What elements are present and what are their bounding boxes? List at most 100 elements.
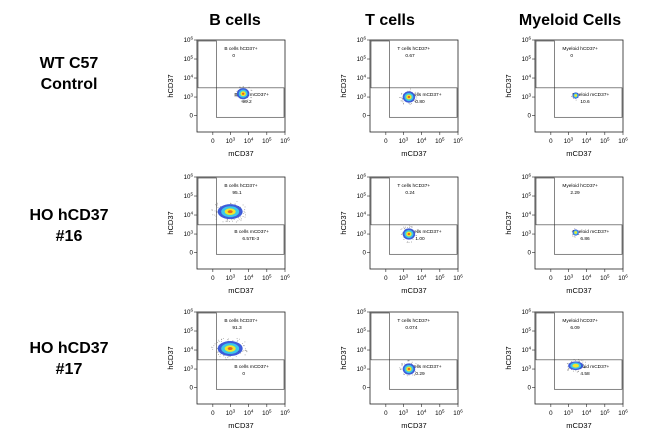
event-dot — [584, 365, 585, 367]
event-dot — [567, 368, 569, 370]
event-dot — [414, 101, 416, 103]
gate-value-hcd37: 95.1 — [232, 190, 242, 196]
event-dot — [414, 374, 416, 375]
event-dot — [582, 362, 584, 364]
plot-frame — [534, 39, 624, 133]
gate-hcd37-positive — [197, 40, 217, 89]
event-dot — [401, 228, 403, 230]
gate-mcd37-positive — [554, 87, 623, 118]
facs-plot: 0 103 104 105 106 0 103 104 105 106 mCD37 hCD37 Myel… — [504, 173, 628, 296]
event-dot — [244, 354, 246, 356]
event-dot — [408, 103, 410, 105]
event-dot — [234, 203, 236, 205]
gate-hcd37-positive — [197, 177, 217, 226]
y-tick-label: 0 — [528, 384, 532, 391]
y-tick-label: 0 — [190, 112, 194, 119]
event-dot — [244, 206, 246, 208]
y-tick-label: 104 — [357, 74, 367, 83]
x-tick-label: 106 — [618, 409, 628, 418]
event-dot — [573, 359, 575, 360]
event-dot — [240, 216, 242, 218]
gate-label-mcd37: Myeloid mCD37+ — [572, 229, 609, 235]
event-dot — [216, 211, 218, 213]
x-axis-label: mCD37 — [228, 421, 253, 430]
gate-value-hcd37: 0 — [570, 53, 573, 59]
gate-hcd37-positive — [370, 40, 390, 89]
x-axis-label: mCD37 — [401, 421, 426, 430]
event-dot — [241, 100, 243, 102]
event-dot — [226, 220, 228, 222]
event-dot — [232, 358, 234, 360]
gate-hcd37-positive — [370, 312, 390, 361]
event-dot — [240, 220, 242, 222]
event-dot — [572, 233, 573, 235]
event-dot — [220, 353, 222, 355]
density-layer-peak — [227, 347, 233, 351]
plot-frame — [196, 311, 286, 405]
facs-plot: 0 103 104 105 106 0 103 104 105 106 mCD37 hCD37 T ce… — [339, 308, 463, 431]
y-tick-label: 106 — [522, 36, 532, 45]
x-tick-label: 105 — [262, 137, 272, 146]
event-dot — [415, 363, 417, 364]
x-tick-label: 105 — [435, 274, 445, 283]
event-dot — [415, 98, 417, 100]
event-dot — [244, 216, 246, 218]
gate-value-mcd37: 10.6 — [580, 99, 590, 105]
event-dot — [215, 204, 217, 206]
x-axis-label: mCD37 — [228, 286, 253, 295]
event-dot — [567, 362, 569, 364]
event-dot — [240, 352, 242, 354]
y-tick-label: 103 — [357, 230, 367, 239]
event-dot — [399, 367, 401, 369]
density-layer-high — [574, 94, 578, 97]
y-axis-label: hCD37 — [339, 74, 348, 97]
event-dot — [566, 363, 568, 365]
column-header-b-cells: B cells — [209, 12, 261, 29]
y-tick-label: 106 — [357, 36, 367, 45]
event-dot — [579, 361, 580, 363]
event-dot — [212, 349, 214, 350]
gate-mcd37-positive — [554, 359, 623, 390]
event-dot — [402, 364, 404, 366]
event-dot — [240, 218, 242, 220]
x-tick-label: 106 — [618, 274, 628, 283]
event-dot — [237, 220, 239, 222]
gate-value-mcd37: 1.00 — [415, 236, 425, 242]
event-dot — [239, 218, 241, 220]
event-dot — [236, 96, 238, 98]
x-tick-label: 106 — [280, 409, 290, 418]
event-dot — [246, 351, 248, 353]
gate-hcd37-positive — [535, 312, 555, 361]
event-dot — [414, 91, 416, 93]
event-dot — [573, 236, 575, 238]
event-dot — [416, 235, 418, 236]
row-header-ho-hcd37-16: HO hCD37 #16 — [10, 205, 128, 247]
facs-plot: 0 103 104 105 106 0 103 104 105 106 mCD37 hCD37 T ce… — [339, 173, 463, 296]
event-dot — [575, 99, 577, 101]
y-tick-label: 0 — [528, 112, 532, 119]
gate-label-hcd37: B cells hCD37+ — [224, 183, 257, 189]
event-dot — [407, 241, 409, 243]
event-dot — [236, 200, 238, 202]
y-tick-label: 106 — [184, 36, 194, 45]
event-dot — [236, 340, 238, 342]
x-axis-label: mCD37 — [566, 149, 591, 158]
event-dot — [410, 363, 412, 364]
x-axis-label: mCD37 — [566, 286, 591, 295]
x-axis-label: mCD37 — [401, 149, 426, 158]
event-dot — [402, 98, 403, 100]
event-dot — [243, 101, 245, 103]
event-dot — [575, 370, 577, 372]
y-tick-label: 104 — [522, 346, 532, 355]
x-tick-label: 103 — [399, 137, 409, 146]
event-dot — [241, 350, 243, 352]
event-dot — [232, 220, 233, 222]
y-tick-label: 105 — [184, 55, 194, 64]
gate-value-mcd37: 0.80 — [415, 99, 425, 105]
density-layer-high — [572, 363, 579, 368]
density-layer-peak — [227, 210, 233, 214]
event-dot — [567, 369, 569, 371]
y-tick-label: 0 — [363, 249, 367, 256]
facs-plot: 0 103 104 105 106 0 103 104 105 106 mCD37 hCD37 Myel… — [504, 36, 628, 159]
event-dot — [222, 337, 224, 339]
